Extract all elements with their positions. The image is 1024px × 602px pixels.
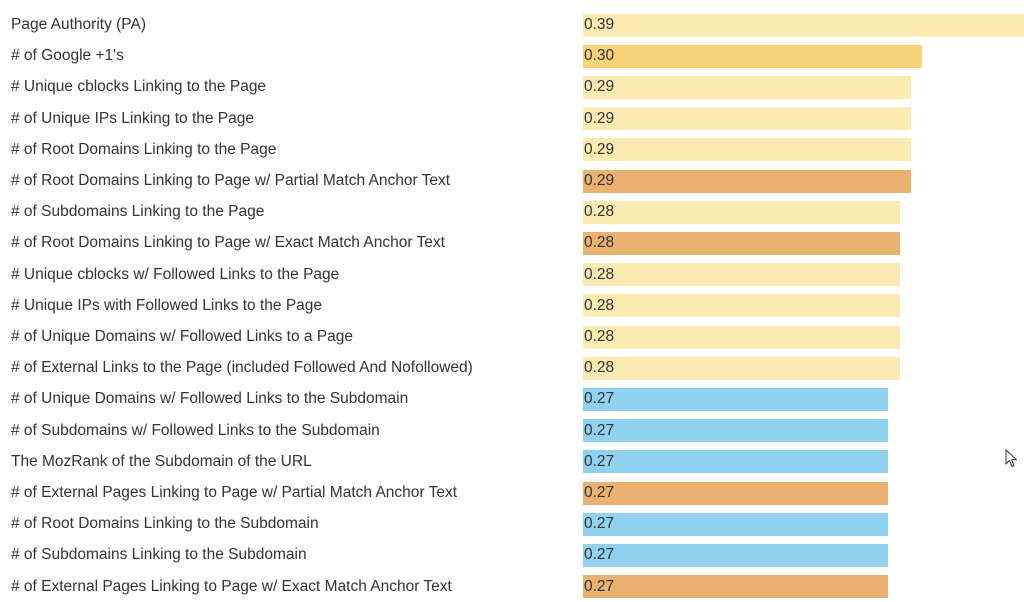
- bar-value-label: 0.30: [584, 47, 615, 65]
- row-label: # of Unique Domains w/ Followed Links to…: [11, 328, 354, 345]
- row-label: The MozRank of the Subdomain of the URL: [11, 452, 312, 470]
- bar-value-label: 0.29: [584, 140, 615, 158]
- bar-value-label: 0.28: [584, 359, 615, 377]
- row-label: # of Root Domains Linking to Page w/ Exa…: [11, 234, 445, 252]
- row-label: # of Root Domains Linking to the Page: [11, 140, 277, 158]
- bar: [583, 575, 888, 599]
- bar: [583, 13, 1024, 37]
- row-label: # of Google +1's: [11, 47, 124, 65]
- bar-value-label: 0.27: [584, 484, 615, 501]
- bar-value-label: 0.27: [584, 421, 615, 439]
- bar-value-label: 0.39: [584, 16, 615, 33]
- bar-value-label: 0.29: [584, 172, 615, 189]
- bar: [583, 543, 888, 567]
- bar: [583, 44, 922, 68]
- bar: [583, 450, 888, 474]
- row-label: # Unique cblocks w/ Followed Links to th…: [11, 265, 340, 283]
- row-label: Page Authority (PA): [11, 16, 146, 33]
- bar: [583, 169, 911, 193]
- row-label: # Unique cblocks Linking to the Page: [11, 78, 267, 96]
- row-label: # of Subdomains Linking to the Page: [11, 203, 265, 221]
- bar-value-label: 0.28: [584, 234, 615, 252]
- bar: [583, 419, 888, 443]
- row-label: # of Unique IPs Linking to the Page: [11, 109, 254, 127]
- bar-value-label: 0.29: [584, 109, 615, 127]
- bar: [583, 512, 888, 536]
- bar-value-label: 0.29: [584, 78, 615, 96]
- bar-value-label: 0.28: [584, 328, 615, 345]
- bar: [583, 325, 900, 349]
- row-label: # Unique IPs with Followed Links to the …: [11, 296, 323, 314]
- row-label: # of External Pages Linking to Page w/ E…: [11, 577, 452, 595]
- bar-value-label: 0.28: [584, 265, 615, 283]
- bar: [583, 200, 900, 224]
- bar: [583, 138, 911, 162]
- bar: [583, 481, 888, 505]
- row-label: # of Root Domains Linking to the Subdoma…: [11, 515, 319, 533]
- row-label: # of External Pages Linking to Page w/ P…: [11, 484, 458, 501]
- bar-value-label: 0.27: [584, 577, 615, 595]
- bar: [583, 356, 900, 380]
- bar-value-label: 0.27: [584, 515, 615, 533]
- row-label: # of Root Domains Linking to Page w/ Par…: [11, 172, 451, 189]
- bar-value-label: 0.27: [584, 452, 615, 470]
- row-label: # of Unique Domains w/ Followed Links to…: [11, 390, 409, 408]
- bar-value-label: 0.28: [584, 203, 615, 221]
- bar-value-label: 0.28: [584, 296, 615, 314]
- bar: [583, 294, 900, 318]
- bar: [583, 387, 888, 411]
- row-label: # of External Links to the Page (include…: [11, 359, 473, 377]
- bar-value-label: 0.27: [584, 390, 615, 408]
- row-label: # of Subdomains w/ Followed Links to the…: [11, 421, 380, 439]
- bar: [583, 263, 900, 287]
- bar: [583, 75, 911, 99]
- bar: [583, 107, 911, 131]
- row-label: # of Subdomains Linking to the Subdomain: [11, 546, 307, 564]
- bar-value-label: 0.27: [584, 546, 615, 564]
- bar: [583, 231, 900, 255]
- mouse-pointer-icon: [1005, 449, 1017, 467]
